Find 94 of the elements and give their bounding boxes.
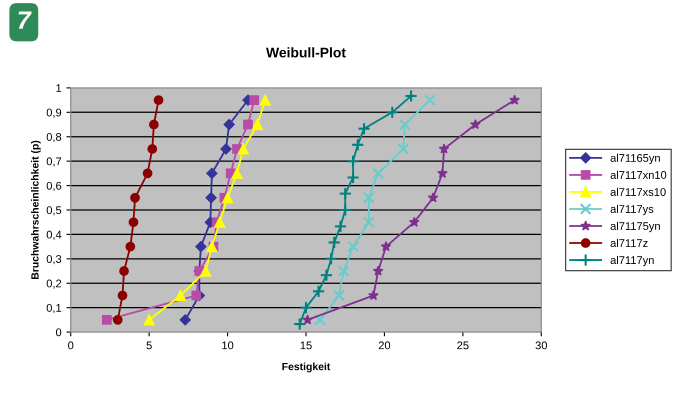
point [362,216,375,228]
point [338,265,350,277]
point [224,118,235,130]
y-tick-label: 1 [56,84,62,92]
point [347,240,359,253]
y-tick-label: 0,8 [46,132,62,142]
point [252,118,263,130]
y-tick-label: 0,1 [46,304,62,314]
point [128,217,138,228]
point [200,265,212,277]
y-tick-label: 0,2 [46,280,62,289]
y-tick-label: 0,6 [46,182,62,192]
text: 7 [18,12,32,29]
point [142,168,152,178]
point [470,118,481,130]
point [243,120,253,130]
point [299,301,313,314]
point [102,315,112,325]
y-tick-label: 0,7 [46,157,62,167]
x-tick-label: 25 [457,341,469,350]
y-tick-label: 0 [56,328,62,336]
legend-label: al7117ys [610,204,654,216]
y-tick-label: 0,3 [46,255,62,264]
point [249,95,260,105]
point [180,314,191,326]
point [312,284,326,298]
point [408,216,420,227]
point [386,106,399,119]
legend-label: al71165yn [610,154,660,164]
point [119,266,129,276]
point [372,167,384,180]
y-axis-title: Bruchwahrscheinlichkeit (p) [30,140,41,280]
y-tick-label: 0,4 [46,230,62,240]
x-tick-label: 20 [378,341,390,350]
point [346,154,360,168]
point [206,241,218,252]
y-tick-label: 0,5 [46,206,62,216]
point [320,268,333,282]
point [438,143,450,154]
point [351,138,364,152]
point [195,241,207,252]
point [130,192,140,203]
point [118,290,128,300]
x-tick-label: 5 [146,342,152,350]
chart-title: Weibull-Plot [266,47,346,58]
point [112,315,123,325]
point [324,252,338,266]
point [206,192,217,204]
point [314,314,326,326]
point [328,236,341,250]
point [338,203,352,217]
point [238,143,249,154]
point [260,94,271,106]
point [231,168,243,179]
legend-label: al71175yn [610,222,660,232]
point [302,314,313,325]
point [424,94,436,106]
point [191,290,202,300]
point [368,290,379,300]
x-tick-label: 30 [536,341,548,350]
point [214,216,226,228]
point [222,192,234,204]
point [404,89,418,103]
legend-label: al7117xn10 [610,170,666,179]
point [174,290,186,302]
x-tick-label: 15 [300,342,312,350]
point [333,290,345,302]
point [357,122,371,136]
point [437,168,448,178]
point [220,143,232,155]
legend-label: al7117z [610,238,648,248]
x-axis-title: Festigkeit [282,362,330,372]
point [293,317,306,331]
point [125,242,136,252]
point [147,144,158,154]
legend-label: al7117yn [610,256,654,266]
point [346,170,360,184]
point [397,143,410,155]
point [144,314,155,326]
point [509,94,520,105]
point [380,241,392,252]
point [338,187,352,200]
legend-label: al7117xs10 [610,188,666,196]
x-tick-label: 10 [222,341,234,350]
y-tick-label: 0,9 [46,108,62,118]
x-tick-label: 0 [68,341,74,350]
point [362,192,375,204]
point [372,265,384,276]
point [206,168,218,179]
point [428,192,438,202]
point [334,220,348,233]
point [398,118,411,130]
point [148,120,159,130]
point [154,95,164,105]
